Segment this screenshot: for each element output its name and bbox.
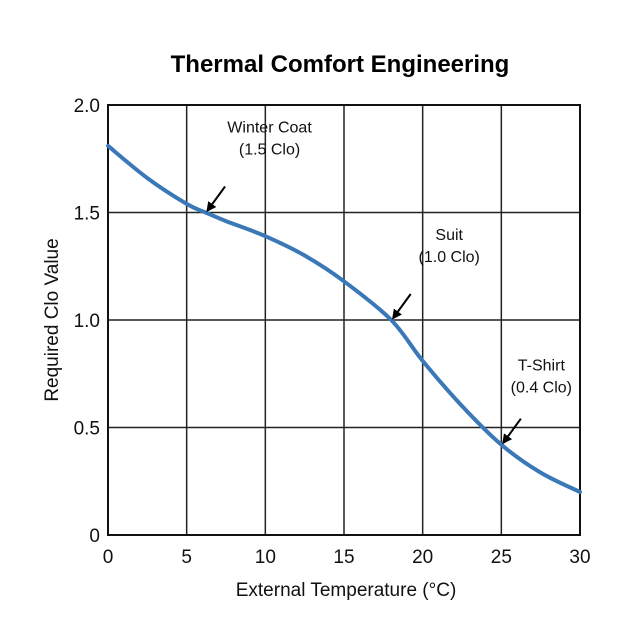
annotation-label: T-Shirt bbox=[518, 358, 566, 375]
x-tick-label: 25 bbox=[491, 547, 512, 568]
y-axis-label: Required Clo Value bbox=[42, 238, 63, 401]
x-tick-label: 5 bbox=[181, 547, 192, 568]
series-line bbox=[106, 143, 582, 494]
annotation-arrow bbox=[502, 418, 522, 445]
chart-title: Thermal Comfort Engineering bbox=[171, 51, 510, 78]
x-tick-label: 30 bbox=[569, 547, 590, 568]
annotation-label: Winter Coat bbox=[227, 120, 312, 137]
x-tick-label: 20 bbox=[412, 547, 433, 568]
x-tick-label: 10 bbox=[255, 547, 276, 568]
x-tick-labels: 0 5 10 15 20 25 30 bbox=[103, 547, 591, 568]
y-tick-labels: 0 0.5 1.0 1.5 2.0 bbox=[74, 96, 100, 547]
plot-frame bbox=[107, 104, 581, 536]
annotation-value: (1.0 Clo) bbox=[419, 249, 480, 266]
annotation-arrow bbox=[206, 185, 226, 213]
y-tick-label: 2.0 bbox=[74, 96, 100, 117]
x-axis-label: External Temperature (°C) bbox=[236, 580, 457, 601]
annotation-value: (0.4 Clo) bbox=[511, 380, 572, 397]
annotations: Winter Coat (1.5 Clo) Suit (1.0 Clo) T-Shirt… bbox=[206, 120, 572, 445]
annotation-label: Suit bbox=[435, 227, 463, 244]
annotation-arrow bbox=[392, 293, 412, 320]
annotation-value: (1.5 Clo) bbox=[239, 142, 300, 159]
y-tick-label: 0 bbox=[89, 526, 100, 547]
y-tick-label: 1.0 bbox=[74, 311, 100, 332]
y-tick-label: 1.5 bbox=[74, 204, 100, 225]
y-tick-label: 0.5 bbox=[74, 419, 100, 440]
grid bbox=[107, 104, 581, 536]
x-tick-label: 15 bbox=[333, 547, 354, 568]
x-tick-label: 0 bbox=[103, 547, 114, 568]
